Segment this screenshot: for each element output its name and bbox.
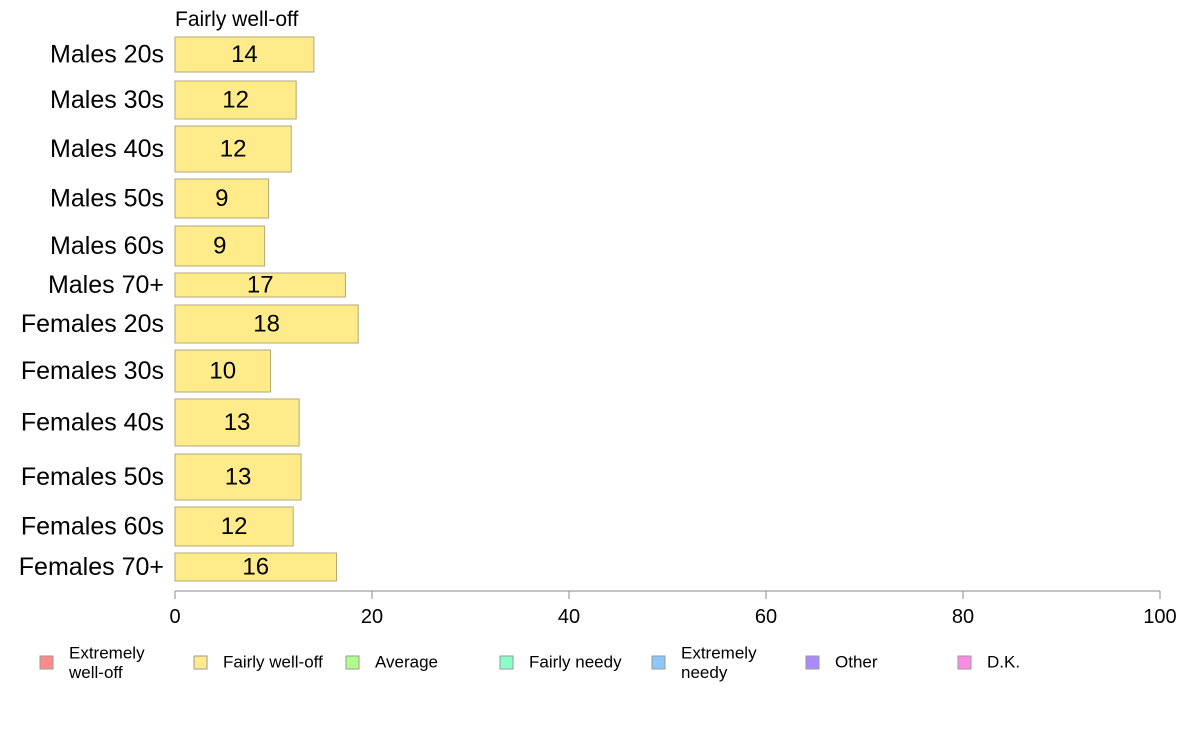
legend-swatch — [345, 655, 360, 670]
data-label: 12 — [222, 87, 249, 114]
bar — [174, 178, 270, 219]
category-label: Males 40s — [50, 135, 164, 163]
legend-swatch — [499, 655, 514, 670]
data-label: 9 — [215, 185, 228, 212]
legend-label: D.K. — [987, 653, 1020, 672]
x-tick-label: 20 — [361, 606, 383, 628]
x-tick-label: 0 — [169, 606, 180, 628]
bar — [174, 304, 359, 344]
legend-label: Fairly well-off — [223, 653, 323, 672]
category-label: Males 60s — [50, 232, 164, 260]
bar — [174, 125, 292, 173]
bar — [174, 36, 315, 73]
data-label: 14 — [231, 41, 258, 68]
legend-label: Other — [835, 653, 878, 672]
bar — [174, 453, 302, 501]
bar — [174, 349, 272, 393]
legend-label: Extremely well-off — [68, 643, 145, 682]
x-tick-label: 100 — [1143, 606, 1176, 628]
data-label: 12 — [220, 136, 247, 163]
category-label: Males 30s — [50, 86, 164, 114]
bar — [174, 225, 266, 267]
x-tick-label: 80 — [952, 606, 974, 628]
category-label: Females 60s — [21, 513, 164, 541]
category-label: Females 40s — [21, 409, 164, 437]
series-label: Fairly well-off — [175, 8, 298, 31]
data-label: 18 — [253, 311, 280, 338]
category-label: Females 50s — [21, 463, 164, 491]
data-label: 16 — [242, 554, 269, 581]
legend-label: Extremely needy — [681, 643, 757, 682]
data-label: 12 — [221, 513, 248, 540]
category-label: Females 30s — [21, 357, 164, 385]
data-label: 13 — [224, 409, 251, 436]
legend-label: Fairly needy — [529, 653, 622, 672]
legend-swatch — [805, 655, 820, 670]
data-label: 13 — [225, 464, 252, 491]
bar — [174, 272, 346, 298]
legend-swatch — [193, 655, 208, 670]
category-label: Males 50s — [50, 185, 164, 213]
bar — [174, 80, 297, 120]
x-tick-label: 40 — [558, 606, 580, 628]
legend-swatch — [39, 655, 54, 670]
bar — [174, 398, 300, 447]
category-label: Males 20s — [50, 41, 164, 69]
legend-label: Average — [375, 653, 438, 672]
data-label: 9 — [213, 233, 226, 260]
legend-swatch — [651, 655, 666, 670]
data-label: 17 — [247, 272, 274, 299]
legend-swatch — [957, 655, 972, 670]
category-label: Females 70+ — [19, 553, 164, 581]
category-label: Females 20s — [21, 310, 164, 338]
bar — [174, 506, 294, 547]
bar — [174, 552, 338, 582]
x-tick-label: 60 — [755, 606, 777, 628]
category-label: Males 70+ — [48, 271, 164, 299]
data-label: 10 — [209, 358, 236, 385]
